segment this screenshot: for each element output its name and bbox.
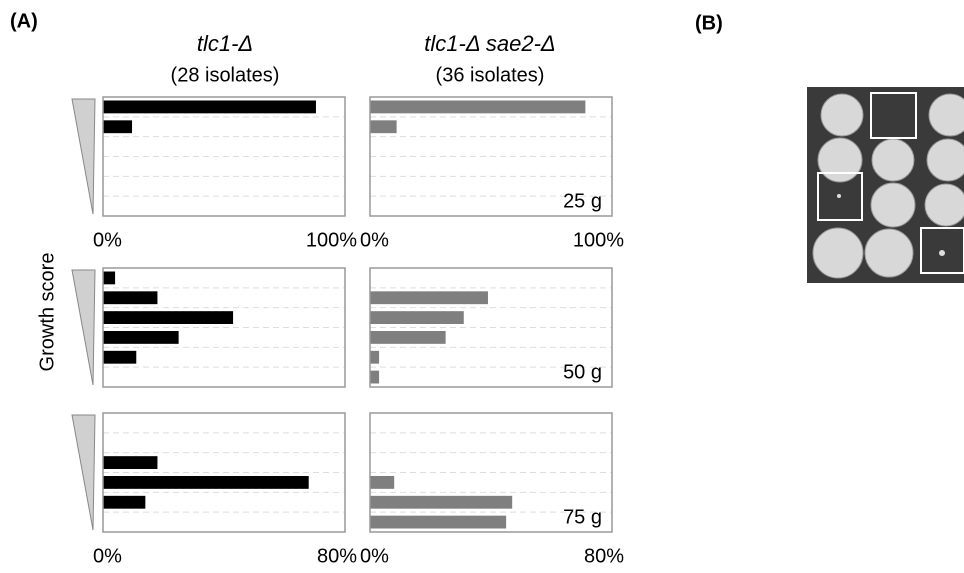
growth-wedge <box>72 270 95 385</box>
x-tick-label: 100% <box>573 229 624 251</box>
annotation: 50 g <box>563 361 602 383</box>
bar <box>103 272 115 285</box>
bar <box>103 101 316 114</box>
column-subtitle: (36 isolates) <box>436 64 545 86</box>
colony-image <box>807 87 964 283</box>
bar <box>103 331 179 344</box>
panel-label: (A) <box>10 10 38 32</box>
bar <box>370 476 394 489</box>
bar <box>370 351 379 364</box>
bar <box>370 120 397 133</box>
bar <box>103 496 145 509</box>
x-tick-label: 0% <box>360 229 389 251</box>
x-tick-label: 0% <box>360 545 389 567</box>
annotation: 25 g <box>563 190 602 212</box>
x-tick-label: 80% <box>317 545 357 567</box>
bar <box>370 516 506 529</box>
column-subtitle: (28 isolates) <box>171 64 280 86</box>
column-title: tlc1-Δ sae2-Δ <box>424 31 555 56</box>
panel-label: (B) <box>695 12 723 34</box>
x-tick-label: 80% <box>584 545 624 567</box>
bar <box>103 120 132 133</box>
x-tick-label: 0% <box>93 545 122 567</box>
figure: (A) (B) tlc1-Δ (28 isolates) tlc1-Δ sae2… <box>0 0 964 573</box>
bar <box>103 311 233 324</box>
annotation: 75 g <box>563 506 602 528</box>
column-title: tlc1-Δ <box>197 31 253 56</box>
bar <box>370 101 585 114</box>
bar <box>370 496 512 509</box>
y-axis-label: Growth score <box>36 253 58 372</box>
bar <box>103 291 157 304</box>
bar <box>370 331 446 344</box>
bar <box>370 311 464 324</box>
growth-wedge <box>72 99 95 214</box>
bar <box>103 476 309 489</box>
growth-wedge <box>72 415 95 530</box>
bar <box>370 371 379 384</box>
x-tick-label: 0% <box>93 229 122 251</box>
bar <box>103 456 157 469</box>
bar <box>103 351 136 364</box>
x-tick-label: 100% <box>306 229 357 251</box>
bar <box>370 291 488 304</box>
